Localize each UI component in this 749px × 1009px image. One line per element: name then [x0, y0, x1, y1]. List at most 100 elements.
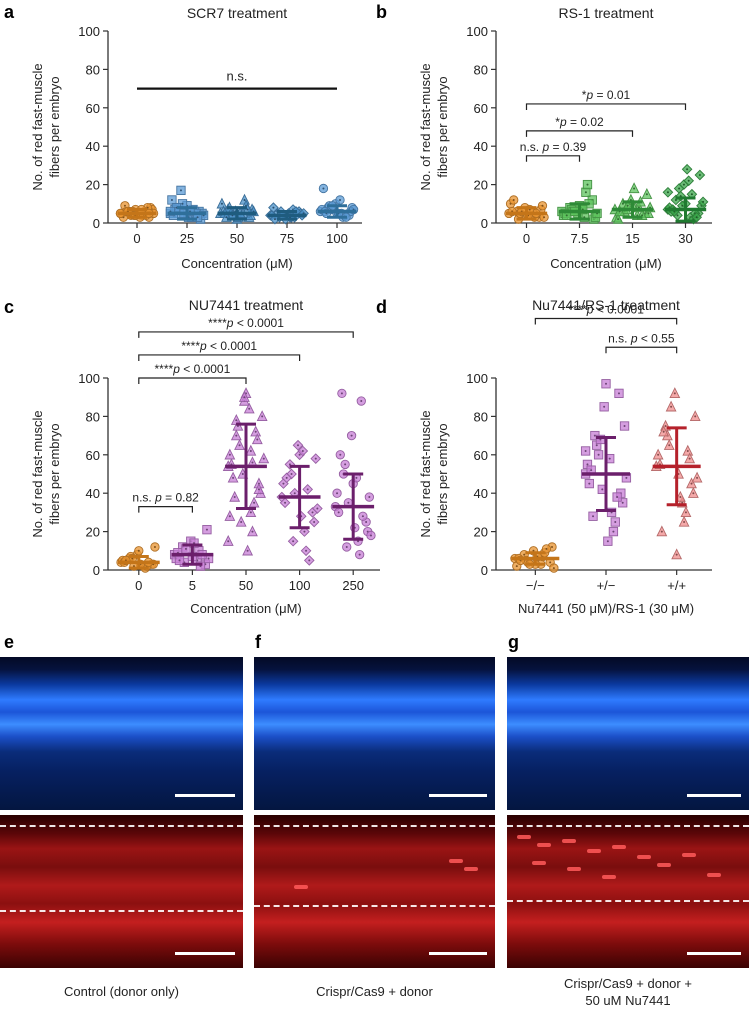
data-point-dot — [584, 449, 587, 452]
x-tick-label: +/+ — [667, 578, 686, 593]
y-tick-label: 80 — [86, 409, 100, 424]
data-point-dot — [137, 549, 140, 552]
data-point-dot — [621, 501, 624, 504]
data-point-dot — [365, 521, 368, 523]
data-point-dot — [339, 198, 342, 201]
data-point-dot — [254, 430, 257, 433]
panel-label-b: b — [376, 2, 387, 22]
data-point-dot — [313, 521, 316, 523]
data-point-dot — [673, 392, 676, 395]
y-tick-label: 40 — [86, 486, 100, 501]
data-point-dot — [368, 496, 371, 499]
data-point-dot — [205, 528, 208, 531]
data-point-dot — [235, 419, 238, 422]
significance-label: n.s. p = 0.82 — [132, 491, 199, 505]
y-tick-label: 20 — [474, 178, 488, 193]
data-point-dot — [688, 457, 691, 460]
data-point-dot — [682, 183, 685, 186]
data-point-dot — [623, 425, 626, 427]
data-point-dot — [262, 457, 265, 460]
data-point-dot — [603, 405, 606, 408]
data-point-dot — [593, 434, 596, 437]
x-tick-label: 0 — [133, 231, 140, 246]
data-point-dot — [684, 511, 687, 514]
panel-label-c: c — [4, 297, 15, 317]
data-point-dot — [515, 565, 518, 568]
significance-bracket — [525, 103, 687, 110]
data-point-dot — [233, 496, 236, 499]
photo-g-blue — [507, 657, 749, 810]
data-point-dot — [251, 461, 254, 464]
chart-title: NU7441 treatment — [189, 297, 304, 313]
y-tick-label: 80 — [474, 62, 488, 77]
x-tick-label: −/− — [526, 578, 545, 593]
data-point-dot — [296, 444, 299, 447]
dashed-boundary — [254, 905, 495, 907]
y-axis-title: No. of red fast-muscle fibers per embryo — [418, 63, 450, 190]
red-fiber — [567, 867, 581, 871]
data-point-dot — [311, 511, 314, 514]
red-fiber — [537, 843, 551, 847]
data-point-dot — [306, 488, 309, 491]
red-fiber — [464, 867, 478, 871]
caption-line: Crispr/Cas9 + donor — [316, 984, 433, 999]
x-tick-label: 75 — [280, 231, 294, 246]
data-point-dot — [305, 549, 308, 552]
red-fiber — [587, 849, 601, 853]
y-tick-label: 80 — [474, 409, 488, 424]
significance-bracket — [525, 130, 634, 137]
data-point-dot — [249, 449, 252, 452]
photo-g-red — [507, 815, 749, 968]
data-point-dot — [676, 214, 679, 217]
data-point-dot — [595, 444, 598, 447]
data-point-dot — [146, 206, 149, 209]
significance-bracket — [605, 346, 678, 354]
data-point-dot — [350, 434, 353, 437]
data-point-dot — [303, 530, 306, 533]
data-point-dot — [670, 405, 673, 408]
significance-label: n.s. — [227, 69, 248, 84]
data-point-dot — [225, 216, 228, 219]
y-tick-label: 0 — [93, 563, 100, 578]
y-tick-label: 60 — [86, 448, 100, 463]
y-tick-label: 0 — [481, 216, 488, 231]
dashed-boundary — [254, 825, 495, 827]
data-point-dot — [301, 449, 304, 452]
data-point-dot — [690, 193, 693, 196]
dashed-boundary — [0, 910, 243, 912]
caption-line: 50 uM Nu7441 — [585, 993, 671, 1008]
data-point-dot — [261, 415, 264, 418]
dashed-boundary — [0, 825, 243, 827]
data-point-dot — [541, 204, 544, 207]
x-axis-title: Concentration (μM) — [181, 256, 293, 271]
data-point-dot — [592, 515, 595, 518]
red-fiber — [657, 863, 671, 867]
data-point-dot — [181, 202, 184, 205]
red-fiber — [532, 861, 546, 865]
data-point-dot — [336, 492, 339, 495]
dashed-boundary — [507, 900, 749, 902]
x-tick-label: 100 — [289, 578, 311, 593]
data-point-dot — [316, 507, 319, 510]
x-tick-label: 250 — [342, 578, 364, 593]
data-point-dot — [290, 473, 293, 475]
data-point-dot — [686, 449, 689, 452]
data-point-dot — [626, 204, 629, 207]
data-point-dot — [184, 547, 187, 550]
data-point-dot — [612, 530, 615, 533]
caption-line: Crispr/Cas9 + donor + — [564, 976, 692, 991]
data-point-dot — [614, 521, 617, 523]
data-point-dot — [616, 496, 619, 499]
data-point-dot — [170, 198, 173, 201]
data-point-dot — [196, 216, 199, 219]
x-tick-label: 30 — [678, 231, 692, 246]
red-fiber — [707, 873, 721, 877]
significance-bracket — [138, 354, 301, 361]
data-point-dot — [249, 511, 252, 514]
y-tick-label: 100 — [78, 371, 100, 386]
significance-bracket — [525, 155, 581, 162]
data-point-dot — [355, 476, 358, 479]
data-point-dot — [153, 545, 156, 548]
data-point-dot — [586, 463, 589, 466]
data-point-dot — [679, 496, 682, 499]
